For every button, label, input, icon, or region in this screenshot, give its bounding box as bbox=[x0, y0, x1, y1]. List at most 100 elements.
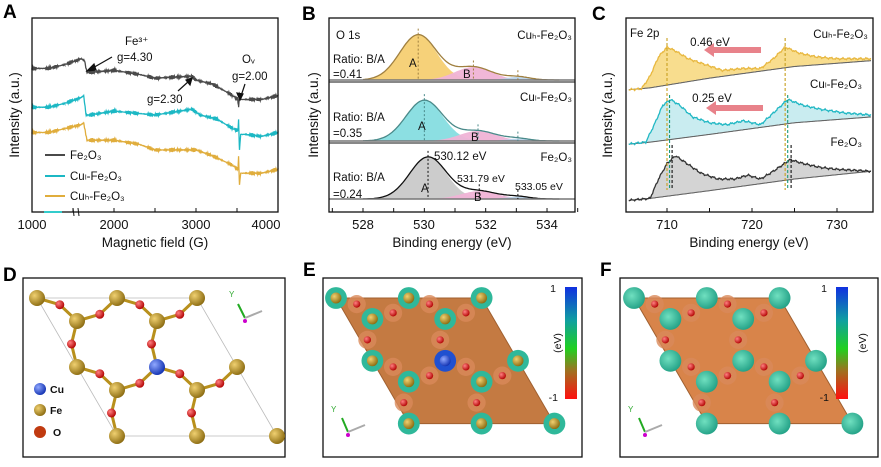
o-atom bbox=[723, 300, 732, 308]
structure-frame-f bbox=[619, 277, 879, 458]
cu-atom bbox=[439, 355, 451, 367]
x-tick-label: 534 bbox=[536, 217, 558, 232]
shift-label: 0.25 eV bbox=[692, 93, 732, 105]
o-atom bbox=[498, 371, 506, 380]
plot-frame bbox=[625, 17, 874, 213]
annotation-g430: g=4.30 bbox=[117, 52, 153, 64]
fe-density-shell bbox=[695, 287, 718, 309]
fe-atom bbox=[269, 428, 285, 444]
series-line bbox=[31, 121, 279, 185]
fe-atom bbox=[189, 382, 205, 398]
peak-label: B bbox=[463, 69, 471, 81]
axis-indicator: Y bbox=[628, 405, 663, 437]
o-atom bbox=[175, 309, 185, 319]
chart-title: O 1s bbox=[336, 30, 361, 42]
o-atom bbox=[770, 399, 779, 407]
peak-label: B bbox=[471, 132, 479, 144]
panel-label-b: B bbox=[302, 4, 316, 25]
colorbar bbox=[836, 287, 848, 399]
colorbar-min: -1 bbox=[820, 392, 829, 404]
chart-title: Fe 2p bbox=[630, 28, 659, 40]
ratio-value: =0.41 bbox=[333, 69, 362, 81]
sample-label: Cuₕ-Fe₂O₃ bbox=[517, 30, 572, 42]
charge-density-map-e bbox=[325, 287, 566, 435]
annotation-g230: g=2.30 bbox=[147, 94, 183, 106]
o-atom bbox=[106, 408, 116, 418]
axis-indicator: Y bbox=[331, 405, 366, 437]
series-line bbox=[31, 56, 279, 108]
structure-frame-d bbox=[22, 277, 286, 458]
series-line bbox=[31, 93, 279, 150]
o-atom bbox=[462, 309, 470, 317]
panel-label-c: C bbox=[592, 4, 606, 25]
envelope-line bbox=[363, 99, 560, 142]
y-axis-label: Intensity (a.u.) bbox=[7, 72, 22, 158]
fitted-peak-b bbox=[329, 131, 578, 141]
x-tick-label: 528 bbox=[352, 217, 374, 232]
x-axis-label: Binding energy (eV) bbox=[689, 235, 808, 250]
axis-y-label: Y bbox=[331, 405, 337, 414]
envelope-line bbox=[363, 156, 560, 200]
fe-atom bbox=[366, 313, 378, 325]
o-atom bbox=[760, 309, 768, 317]
xps-fe2p-chart: Intensity (a.u.) Binding energy (eV) 710… bbox=[600, 17, 874, 250]
panel-label-d: D bbox=[3, 265, 17, 286]
fe-atom bbox=[476, 376, 488, 388]
fe-atom bbox=[69, 359, 85, 375]
colorbar-max: 1 bbox=[550, 283, 556, 295]
x-tick-label: 730 bbox=[826, 217, 848, 232]
fe-density-shell bbox=[732, 308, 755, 330]
x-tick-label: 710 bbox=[656, 217, 678, 232]
colorbar-max: 1 bbox=[821, 283, 827, 295]
o-atom bbox=[425, 371, 434, 380]
fe-atom bbox=[403, 418, 415, 430]
fitted-peak-b bbox=[329, 191, 578, 199]
o-atom bbox=[186, 408, 196, 418]
o-atom bbox=[400, 399, 408, 407]
o-atom bbox=[95, 369, 105, 379]
structure-model-d bbox=[29, 290, 285, 444]
fe-density-shell bbox=[695, 412, 718, 435]
legend-label: Cu bbox=[50, 384, 64, 396]
fitted-peak-a bbox=[329, 157, 578, 199]
o-atom bbox=[425, 300, 434, 308]
o-atom bbox=[215, 378, 225, 388]
o-atom bbox=[353, 300, 361, 308]
legend-label: O bbox=[53, 427, 61, 439]
fe-density-shell bbox=[768, 287, 791, 309]
panel-label-f: F bbox=[600, 260, 612, 281]
structure-legend: Cu Fe O bbox=[34, 383, 64, 439]
y-axis-label: Intensity (a.u.) bbox=[600, 72, 615, 158]
peak-value-label: 530.12 eV bbox=[434, 151, 487, 163]
peak-label: A bbox=[421, 183, 429, 195]
fitted-peak-c bbox=[329, 76, 578, 80]
x-tick-label: 4000 bbox=[252, 217, 281, 232]
panel-label-e: E bbox=[303, 260, 316, 281]
o-atom bbox=[55, 300, 65, 310]
fe-atom bbox=[403, 292, 415, 304]
spectrum-line bbox=[628, 45, 872, 92]
axis-indicator: Y bbox=[229, 290, 263, 323]
charge-density-map-f bbox=[623, 287, 864, 435]
x-axis-label: Magnetic field (G) bbox=[102, 235, 209, 250]
fe-atom-swatch bbox=[34, 404, 46, 416]
shift-label: 0.46 eV bbox=[690, 37, 730, 49]
colorbar-unit: (eV) bbox=[552, 333, 564, 353]
ratio-label: Ratio: B/A bbox=[333, 54, 385, 66]
legend-label: Cuₗ-Fe₂O₃ bbox=[70, 171, 122, 183]
o-atom bbox=[687, 309, 695, 317]
fe-atom bbox=[189, 290, 205, 306]
o-atom bbox=[146, 339, 156, 349]
peak-area-fill bbox=[628, 99, 871, 145]
fe-density-shell bbox=[768, 370, 791, 393]
fitted-peak-b bbox=[329, 67, 578, 80]
peak-value-label: 531.79 eV bbox=[457, 173, 505, 185]
ratio-value: =0.24 bbox=[333, 189, 363, 201]
ratio-value: =0.35 bbox=[333, 128, 362, 140]
o-atom bbox=[95, 309, 105, 319]
fe-atom bbox=[366, 355, 378, 367]
o-atom bbox=[389, 309, 397, 317]
fe-atom bbox=[548, 418, 560, 430]
peak-label: A bbox=[409, 58, 417, 70]
